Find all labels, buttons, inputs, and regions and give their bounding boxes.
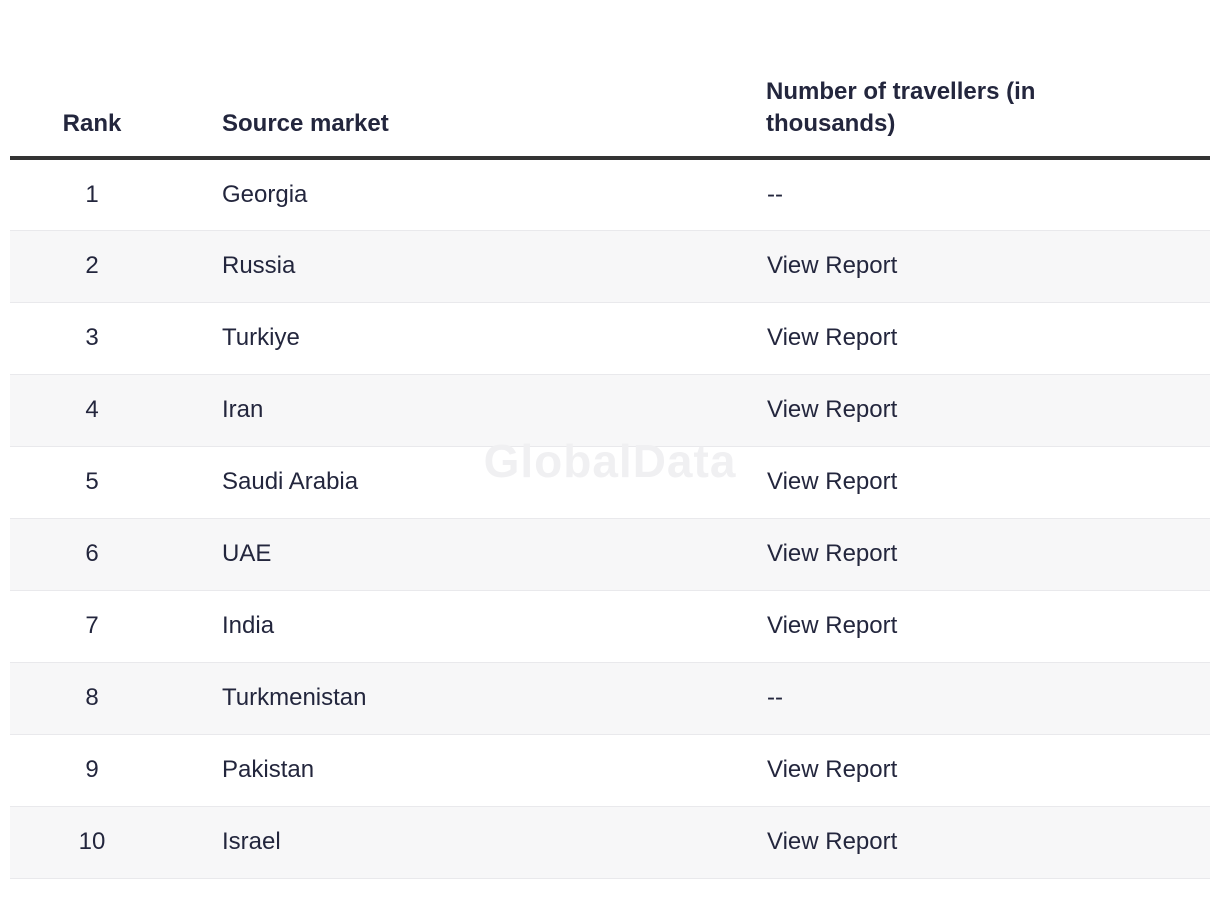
column-header-source-market: Source market <box>174 0 766 160</box>
travellers-table: Rank Source market Number of travellers … <box>10 0 1210 879</box>
market-cell: Russia <box>222 252 296 279</box>
market-cell: Turkmenistan <box>222 684 367 711</box>
value-cell: View Report <box>766 806 1210 878</box>
view-report-link[interactable]: View Report <box>767 756 898 783</box>
value-cell: View Report <box>766 734 1210 806</box>
value-cell: View Report <box>766 446 1210 518</box>
value-cell: -- <box>766 158 1210 230</box>
table-row: 9 Pakistan View Report <box>10 734 1210 806</box>
view-report-link[interactable]: View Report <box>767 396 898 423</box>
market-cell: Israel <box>222 828 281 855</box>
table-row: 1 Georgia -- <box>10 158 1210 230</box>
market-cell: UAE <box>222 540 272 567</box>
market-cell: Georgia <box>222 180 308 208</box>
table-row: 2 Russia View Report <box>10 230 1210 302</box>
rank-cell: 3 <box>85 324 99 351</box>
value-cell: View Report <box>766 230 1210 302</box>
rank-cell: 5 <box>85 468 99 495</box>
value-cell: View Report <box>766 374 1210 446</box>
market-cell: Saudi Arabia <box>222 468 359 495</box>
market-cell: India <box>222 612 275 639</box>
table-body: 1 Georgia -- 2 Russia View Report 3 Turkiye View… <box>10 158 1210 878</box>
market-cell: Pakistan <box>222 756 315 783</box>
view-report-link[interactable]: View Report <box>767 612 898 639</box>
rank-cell: 6 <box>85 540 99 567</box>
no-data-value: -- <box>767 684 783 711</box>
table-row: 6 UAE View Report <box>10 518 1210 590</box>
market-cell: Iran <box>222 396 264 423</box>
table-row: 4 Iran View Report <box>10 374 1210 446</box>
value-cell: View Report <box>766 518 1210 590</box>
value-cell: View Report <box>766 302 1210 374</box>
rank-cell: 10 <box>78 828 106 855</box>
column-header-travellers-label: Number of travellers (in thousands) <box>766 78 1036 137</box>
rank-cell: 4 <box>85 396 99 423</box>
view-report-link[interactable]: View Report <box>767 252 898 279</box>
header-row: Rank Source market Number of travellers … <box>10 0 1210 160</box>
value-cell: View Report <box>766 590 1210 662</box>
rank-cell: 9 <box>85 756 99 783</box>
table-header: Rank Source market Number of travellers … <box>10 0 1210 160</box>
table-row: 8 Turkmenistan -- <box>10 662 1210 734</box>
rank-cell: 7 <box>85 612 99 639</box>
column-header-rank: Rank <box>10 0 174 160</box>
view-report-link[interactable]: View Report <box>767 324 898 351</box>
market-cell: Turkiye <box>222 324 300 351</box>
table-row: 5 Saudi Arabia View Report <box>10 446 1210 518</box>
column-header-travellers: Number of travellers (in thousands) <box>766 0 1210 160</box>
no-data-value: -- <box>767 180 783 208</box>
table-row: 3 Turkiye View Report <box>10 302 1210 374</box>
rank-cell: 8 <box>85 684 99 711</box>
table-row: 7 India View Report <box>10 590 1210 662</box>
view-report-link[interactable]: View Report <box>767 468 898 495</box>
table-row: 10 Israel View Report <box>10 806 1210 878</box>
view-report-link[interactable]: View Report <box>767 828 898 855</box>
view-report-link[interactable]: View Report <box>767 540 898 567</box>
travellers-table-container: Rank Source market Number of travellers … <box>10 0 1210 879</box>
value-cell: -- <box>766 662 1210 734</box>
rank-cell: 2 <box>85 252 99 279</box>
rank-cell: 1 <box>85 180 99 208</box>
